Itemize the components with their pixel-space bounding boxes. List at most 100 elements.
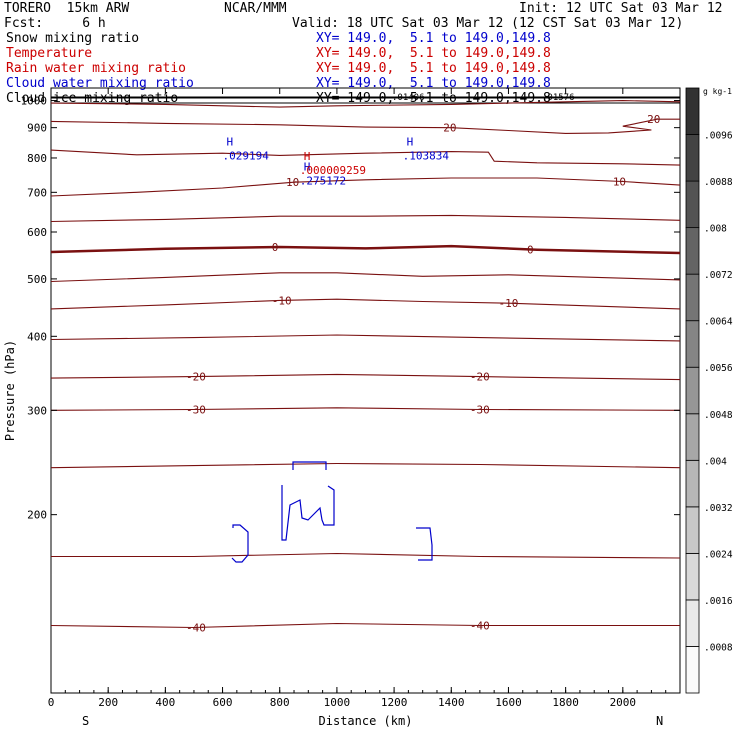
- isotherm-label: -10: [498, 297, 518, 310]
- y-tick-label: 400: [27, 330, 47, 343]
- colorbar-swatch: [685, 273, 700, 322]
- x-end-label-south: S: [82, 714, 89, 728]
- x-tick-label: 1200: [381, 696, 408, 709]
- isotherm-20: [50, 118, 680, 134]
- isotherm-label: -20: [470, 371, 490, 384]
- header-valid: Valid: 18 UTC Sat 03 Mar 12 (12 CST Sat …: [292, 16, 684, 31]
- cloud-water-contour: [281, 485, 335, 541]
- field-label-rain: Rain water mixing ratio: [6, 61, 187, 76]
- isotherm-label: -40: [470, 619, 490, 632]
- header-init: Init: 12 UTC Sat 03 Mar 12: [519, 1, 723, 16]
- colorbar-swatch: [685, 413, 700, 461]
- isotherm--30: [50, 407, 681, 411]
- colorbar-label: .0048: [704, 410, 733, 421]
- isotherm-15: [50, 149, 681, 166]
- y-tick-label: 300: [27, 404, 47, 417]
- isotherm-label: -10: [272, 294, 292, 307]
- x-end-label-north: N: [656, 714, 663, 728]
- isotherm-label: 20: [647, 113, 660, 126]
- isotherm-label: 10: [286, 176, 299, 189]
- cloud-water-contour: [231, 524, 249, 563]
- plot-frame: [50, 87, 681, 694]
- x-tick-label: 400: [155, 696, 175, 709]
- isotherm-label: 20: [443, 122, 456, 135]
- x-tick-label: 800: [270, 696, 290, 709]
- header-center: NCAR/MMM: [224, 1, 287, 16]
- isotherm-label: -20: [186, 371, 206, 384]
- max-marker: H: [227, 136, 234, 149]
- isotherm-label: -30: [186, 403, 206, 416]
- colorbar-label: .004: [704, 456, 727, 467]
- colorbar-swatch: [685, 87, 700, 135]
- x-tick-label: 2000: [610, 696, 637, 709]
- isotherm--20: [50, 373, 681, 381]
- cloud-water-contour: [292, 461, 327, 470]
- max-value: .275172: [300, 174, 346, 187]
- colorbar-swatch: [685, 459, 700, 508]
- x-tick-label: 0: [48, 696, 55, 709]
- isotherm-25: [50, 100, 681, 108]
- field-label-cloud-water: Cloud water mixing ratio: [6, 76, 194, 91]
- y-tick-label: 1000: [21, 95, 48, 108]
- isotherm-0: [50, 244, 681, 255]
- field-label-temperature: Temperature: [6, 46, 93, 61]
- x-tick-label: 600: [213, 696, 233, 709]
- isotherm--35: [51, 552, 681, 559]
- x-tick-label: 1800: [552, 696, 579, 709]
- top-max-label: .01406: [392, 93, 425, 103]
- isotherm-label: -30: [470, 403, 490, 416]
- y-axis-label: Pressure (hPa): [3, 340, 17, 441]
- colorbar-swatch: [685, 366, 700, 415]
- y-tick-label: 500: [27, 273, 47, 286]
- colorbar-label: .0008: [704, 642, 733, 653]
- colorbar-swatch: [685, 646, 700, 694]
- max-marker: H: [304, 160, 311, 173]
- max-value: .029194: [223, 150, 270, 163]
- isotherm-label: 0: [272, 241, 279, 254]
- colorbar-label: .0088: [704, 177, 733, 188]
- colorbar-label: .0056: [704, 363, 733, 374]
- x-tick-label: 1000: [324, 696, 351, 709]
- isotherm--5: [50, 272, 681, 283]
- field-label-snow: Snow mixing ratio: [6, 31, 140, 46]
- cloud-water-contour: [416, 527, 433, 561]
- isotherm-10: [50, 177, 681, 197]
- isotherm--10: [50, 298, 681, 310]
- field-xy-rain: XY= 149.0, 5.1 to 149.0,149.8: [316, 61, 551, 76]
- colorbar-swatch: [685, 227, 700, 275]
- colorbar-swatch: [685, 320, 700, 368]
- colorbar-label: .0016: [704, 596, 733, 607]
- field-xy-snow: XY= 149.0, 5.1 to 149.0,149.8: [316, 31, 551, 46]
- colorbar-label: .008: [704, 224, 727, 235]
- max-value: .103834: [403, 150, 450, 163]
- colorbar-label: .0072: [704, 270, 733, 281]
- colorbar-swatch: [685, 599, 700, 647]
- y-tick-label: 900: [27, 122, 47, 135]
- isotherm--15: [50, 334, 681, 342]
- x-tick-label: 200: [98, 696, 118, 709]
- colorbar-unit: g kg-1: [703, 87, 732, 96]
- isotherm-5: [50, 214, 681, 223]
- isotherm-label: -40: [186, 621, 206, 634]
- top-max-label: .01576: [542, 93, 575, 103]
- header-fcst: Fcst: 6 h: [4, 16, 106, 31]
- isotherm-label: 10: [613, 176, 626, 189]
- x-tick-label: 1600: [495, 696, 522, 709]
- field-xy-cloud-water: XY= 149.0, 5.1 to 149.0,149.8: [316, 76, 551, 91]
- isotherm--40: [50, 622, 680, 629]
- x-tick-label: 1400: [438, 696, 465, 709]
- colorbar-swatch: [685, 134, 700, 182]
- colorbar-swatch: [685, 552, 700, 601]
- max-value: .000009259: [300, 164, 366, 177]
- isotherm-label: 0: [527, 244, 534, 257]
- y-tick-label: 600: [27, 226, 47, 239]
- colorbar-swatch: [685, 506, 700, 554]
- max-marker: H: [407, 136, 414, 149]
- colorbar-swatch: [685, 180, 700, 229]
- max-marker: H: [304, 150, 311, 163]
- header-model: TORERO 15km ARW: [4, 1, 130, 16]
- colorbar-label: .0032: [704, 503, 733, 514]
- y-tick-label: 800: [27, 152, 47, 165]
- colorbar-label: .0024: [704, 549, 733, 560]
